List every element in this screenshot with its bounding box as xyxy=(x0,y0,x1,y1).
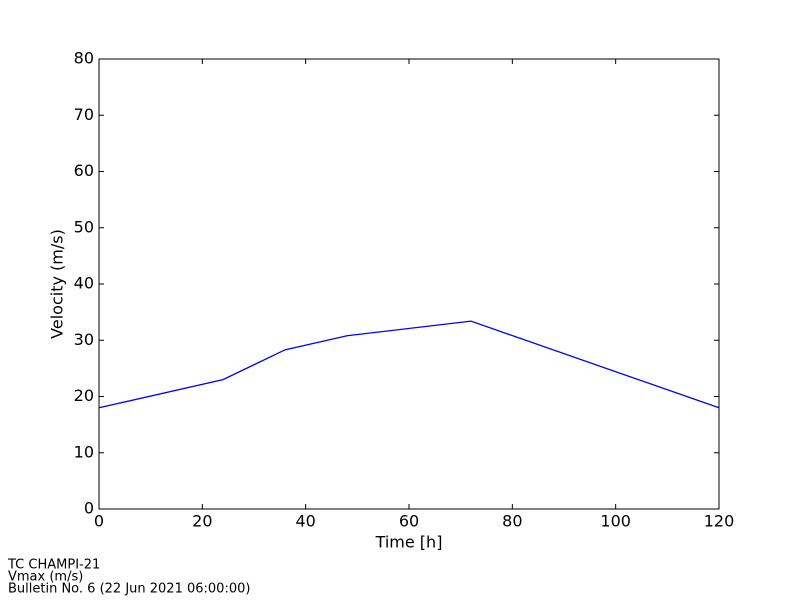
y-tick-label: 0 xyxy=(84,499,94,518)
y-tick-label: 80 xyxy=(74,49,94,68)
x-tick-label: 60 xyxy=(399,512,419,531)
x-tick-label: 100 xyxy=(600,512,631,531)
footer-line: Bulletin No. 6 (22 Jun 2021 06:00:00) xyxy=(8,582,250,597)
x-axis-label: Time [h] xyxy=(375,533,443,552)
x-tick-label: 80 xyxy=(502,512,522,531)
plot-frame xyxy=(98,58,720,510)
y-tick-label: 30 xyxy=(74,330,94,349)
footer-line: Vmax (m/s) xyxy=(8,570,83,585)
y-tick-label: 40 xyxy=(74,274,94,293)
x-tick-label: 20 xyxy=(192,512,212,531)
y-tick-label: 70 xyxy=(74,105,94,124)
y-tick-label: 10 xyxy=(74,442,94,461)
footer-line: TC CHAMPI-21 xyxy=(7,558,100,573)
y-tick-label: 50 xyxy=(74,217,94,236)
data-line xyxy=(98,320,720,409)
x-tick-label: 0 xyxy=(94,512,104,531)
x-tick-label: 40 xyxy=(295,512,315,531)
x-tick-label: 120 xyxy=(704,512,735,531)
y-tick-label: 20 xyxy=(74,386,94,405)
y-axis-label: Velocity (m/s) xyxy=(48,229,67,339)
y-tick-label: 60 xyxy=(74,161,94,180)
